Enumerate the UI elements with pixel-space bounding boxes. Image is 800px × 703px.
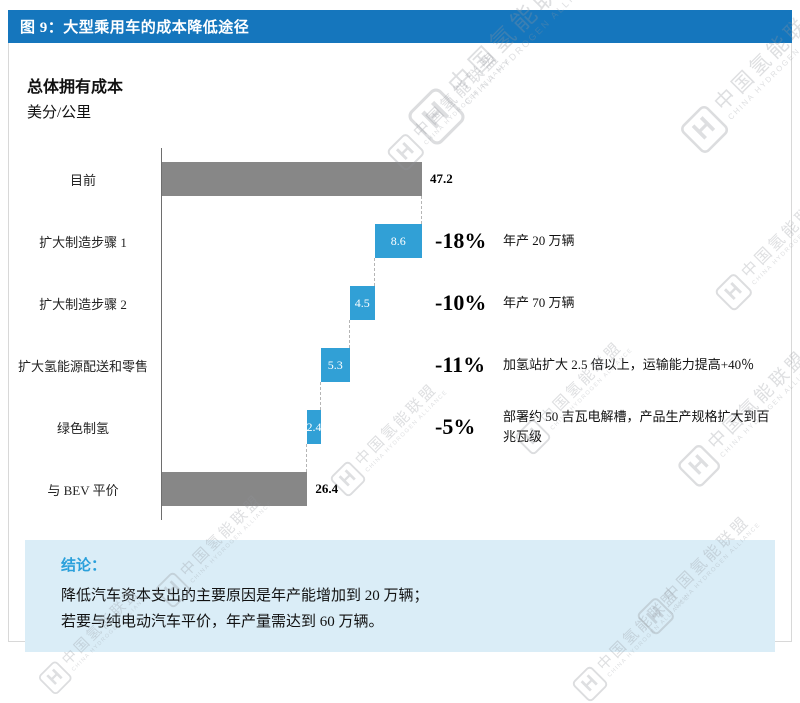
waterfall-chart: 目前 47.2 扩大制造步骤 1 8.6 -18% 年产 20 万辆扩大制造步骤 2 4.5… bbox=[11, 148, 791, 520]
category-label: 扩大氢能源配送和零售 bbox=[17, 358, 148, 374]
chart-row: 与 BEV 平价 26.4 bbox=[11, 458, 791, 520]
waterfall-bar: 5.3 bbox=[320, 348, 350, 382]
figure-title: 图 9：大型乘用车的成本降低途径 bbox=[20, 20, 250, 36]
bar-area: 4.5 bbox=[161, 272, 423, 334]
watermark-logo-icon: H bbox=[570, 664, 610, 703]
conclusion-label: 结论： bbox=[61, 558, 107, 574]
bar-area: 5.3 bbox=[161, 334, 423, 396]
bar-area: 47.2 bbox=[161, 148, 453, 210]
category-label: 与 BEV 平价 bbox=[47, 482, 119, 498]
conclusion-line-2: 若要与纯电动汽车平价，年产量需达到 60 万辆。 bbox=[61, 614, 384, 631]
chart-area: 目前 47.2 扩大制造步骤 1 8.6 -18% 年产 20 万辆扩大制造步骤 2 4.5… bbox=[11, 148, 791, 520]
chart-row: 扩大制造步骤 2 4.5 -10% 年产 70 万辆 bbox=[11, 272, 791, 334]
waterfall-bar bbox=[162, 472, 308, 506]
annotation: 年产 70 万辆 bbox=[503, 294, 575, 310]
waterfall-bar: 2.4 bbox=[307, 410, 322, 444]
category-label: 扩大制造步骤 2 bbox=[39, 296, 127, 312]
category-label: 扩大制造步骤 1 bbox=[39, 234, 127, 250]
annotation: 加氢站扩大 2.5 倍以上，运输能力提高+40％ bbox=[503, 356, 755, 372]
chart-row: 扩大制造步骤 1 8.6 -18% 年产 20 万辆 bbox=[11, 210, 791, 272]
figure-title-bar: 图 9：大型乘用车的成本降低途径 bbox=[8, 10, 792, 43]
chart-row: 扩大氢能源配送和零售 5.3 -11% 加氢站扩大 2.5 倍以上，运输能力提高+40… bbox=[11, 334, 791, 396]
conclusion-line-1: 降低汽车资本支出的主要原因是年产能增加到 20 万辆； bbox=[61, 588, 429, 604]
category-label: 绿色制氢 bbox=[56, 420, 109, 436]
percent-label: -11% bbox=[435, 352, 486, 377]
percent-label: -5% bbox=[435, 414, 476, 439]
chart-row: 绿色制氢 2.4 -5% 部署约 50 吉瓦电解槽，产品生产规格扩大到百兆瓦级 bbox=[11, 396, 791, 458]
chart-title: 总体拥有成本 bbox=[27, 79, 124, 96]
bar-area: 8.6 bbox=[161, 210, 423, 272]
bar-area: 26.4 bbox=[161, 458, 423, 520]
bar-area: 2.4 bbox=[161, 396, 423, 458]
annotation: 年产 20 万辆 bbox=[503, 232, 575, 248]
waterfall-bar bbox=[162, 162, 422, 196]
figure-card: 总体拥有成本 美分/公里 目前 47.2 扩大制造步骤 1 8.6 -18% 年产 20 … bbox=[8, 43, 792, 652]
conclusion-box: 结论： 降低汽车资本支出的主要原因是年产能增加到 20 万辆； 若要与纯电动汽车… bbox=[25, 540, 775, 652]
percent-label: -18% bbox=[435, 228, 487, 253]
percent-label: -10% bbox=[435, 290, 487, 315]
watermark-logo-icon: H bbox=[37, 659, 74, 696]
category-label: 目前 bbox=[69, 172, 96, 188]
value-label: 26.4 bbox=[315, 481, 339, 496]
waterfall-bar: 8.6 bbox=[374, 224, 422, 258]
annotation: 部署约 50 吉瓦电解槽，产品生产规格扩大到百兆瓦级 bbox=[503, 408, 770, 444]
chart-units-label: 美分/公里 bbox=[27, 105, 92, 121]
value-label: 47.2 bbox=[430, 171, 453, 186]
waterfall-bar: 4.5 bbox=[349, 286, 375, 320]
chart-row: 目前 47.2 bbox=[11, 148, 791, 210]
